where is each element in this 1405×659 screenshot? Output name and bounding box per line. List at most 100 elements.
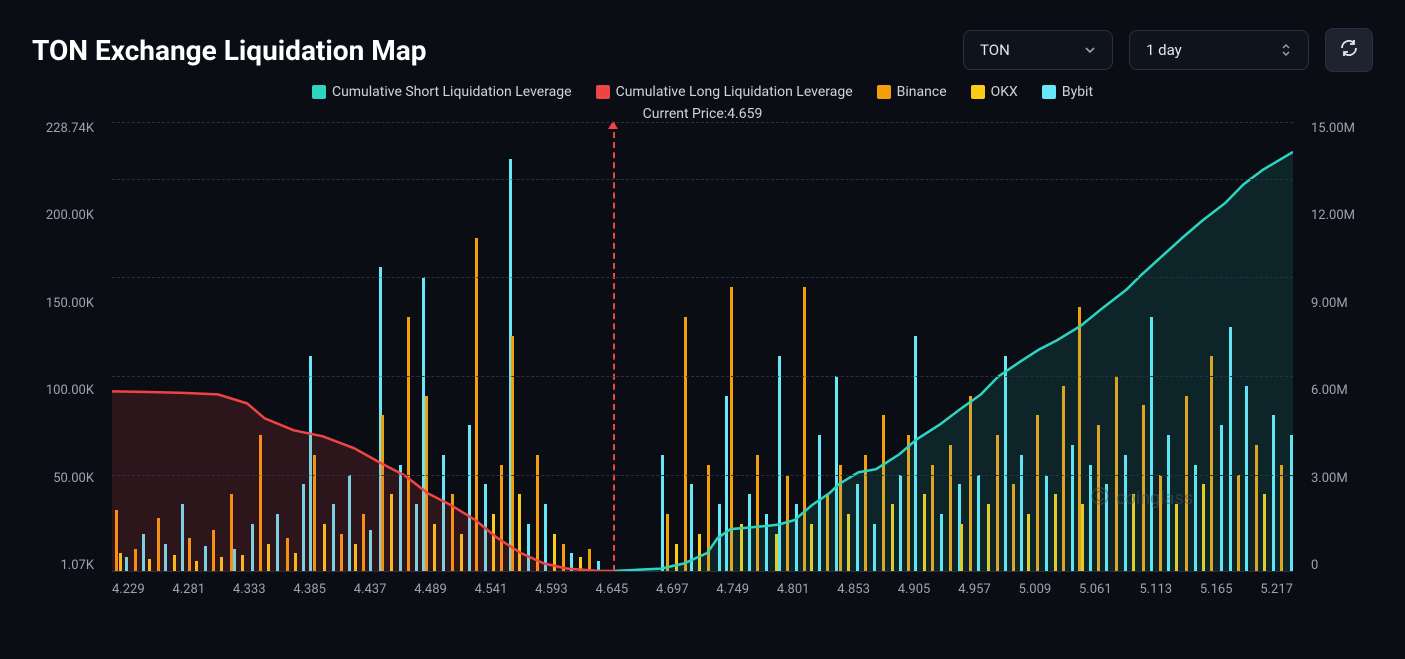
- y-right-tick: 15.00M: [1311, 122, 1373, 135]
- bar: [740, 524, 743, 571]
- bar: [1012, 484, 1015, 571]
- current-price-label: Current Price:4.659: [0, 106, 1405, 122]
- bar: [267, 544, 270, 571]
- bar: [1237, 475, 1240, 571]
- bar: [803, 287, 806, 571]
- bar: [119, 553, 122, 571]
- bar: [460, 534, 463, 571]
- legend: Cumulative Short Liquidation Leverage Cum…: [0, 80, 1405, 104]
- bar: [698, 534, 701, 571]
- bar: [1054, 494, 1057, 571]
- bar: [309, 356, 312, 571]
- x-axis: 4.2294.2814.3334.3854.4374.4894.5414.593…: [112, 576, 1293, 602]
- bar: [1027, 514, 1030, 571]
- bar: [891, 504, 894, 571]
- legend-swatch: [877, 85, 891, 99]
- watermark: coinglass: [1090, 486, 1193, 511]
- grid-line: [112, 277, 1293, 278]
- bar: [914, 336, 917, 571]
- bar: [233, 549, 236, 571]
- bar: [433, 524, 436, 571]
- bar: [810, 524, 813, 571]
- y-left-tick: 50.00K: [32, 472, 94, 485]
- bar: [1202, 484, 1205, 571]
- bar: [940, 514, 943, 571]
- bar: [666, 514, 669, 571]
- legend-item[interactable]: Cumulative Short Liquidation Leverage: [312, 84, 572, 100]
- bar: [518, 494, 521, 571]
- bar: [399, 465, 402, 571]
- range-select[interactable]: 1 day: [1129, 30, 1309, 70]
- legend-item[interactable]: Bybit: [1042, 84, 1093, 100]
- bar: [786, 475, 789, 571]
- bar: [907, 435, 910, 571]
- x-tick: 4.229: [112, 582, 145, 597]
- bar: [475, 238, 478, 571]
- legend-swatch: [596, 85, 610, 99]
- bar: [1071, 445, 1074, 571]
- y-right-tick: 6.00M: [1311, 384, 1373, 397]
- legend-swatch: [1042, 85, 1056, 99]
- x-tick: 5.217: [1260, 582, 1293, 597]
- y-left-tick: 1.07K: [32, 559, 94, 572]
- bar: [451, 494, 454, 571]
- coin-select[interactable]: TON: [963, 30, 1113, 70]
- bar: [484, 484, 487, 571]
- legend-item[interactable]: OKX: [971, 84, 1018, 100]
- bar: [1185, 396, 1188, 571]
- bar: [492, 514, 495, 571]
- bar: [856, 484, 859, 571]
- bar: [354, 544, 357, 571]
- bar: [765, 514, 768, 571]
- bar: [369, 530, 372, 571]
- bar: [748, 494, 751, 571]
- bar: [873, 524, 876, 571]
- refresh-button[interactable]: [1325, 28, 1373, 72]
- stepper-icon: [1280, 42, 1292, 58]
- header-controls: TON 1 day: [963, 28, 1373, 72]
- bar: [181, 504, 184, 571]
- bar: [839, 465, 842, 571]
- bar: [1124, 455, 1127, 571]
- bar: [588, 549, 591, 571]
- bar: [188, 538, 191, 571]
- x-tick: 4.541: [475, 582, 508, 597]
- grid-line: [112, 475, 1293, 476]
- bar: [1045, 475, 1048, 571]
- bar: [125, 557, 128, 571]
- bar: [562, 544, 565, 571]
- x-tick: 4.281: [172, 582, 205, 597]
- bar: [204, 546, 207, 571]
- bar: [730, 287, 733, 571]
- bar: [579, 557, 582, 571]
- plot-area[interactable]: coinglass: [112, 122, 1293, 572]
- x-tick: 5.165: [1200, 582, 1233, 597]
- logo-icon: [1090, 486, 1110, 511]
- bar: [1150, 317, 1153, 571]
- watermark-text: coinglass: [1116, 488, 1193, 509]
- bar: [725, 396, 728, 571]
- grid-line: [112, 179, 1293, 180]
- bar: [313, 455, 316, 571]
- legend-item[interactable]: Binance: [877, 84, 947, 100]
- price-marker-line: [613, 122, 615, 571]
- bar: [1255, 445, 1258, 571]
- y-left-tick: 200.00K: [32, 209, 94, 222]
- legend-label: Bybit: [1062, 84, 1093, 100]
- bar: [1004, 356, 1007, 571]
- bar: [148, 559, 151, 571]
- bar: [969, 396, 972, 571]
- bar: [390, 494, 393, 571]
- bar: [241, 555, 244, 571]
- bar: [527, 524, 530, 571]
- bar: [348, 475, 351, 571]
- bar: [899, 475, 902, 571]
- bar: [1194, 465, 1197, 571]
- bar: [251, 524, 254, 571]
- bar: [1175, 504, 1178, 571]
- bar: [1272, 415, 1275, 571]
- legend-label: Cumulative Long Liquidation Leverage: [616, 84, 853, 100]
- y-right-tick: 12.00M: [1311, 209, 1373, 222]
- legend-item[interactable]: Cumulative Long Liquidation Leverage: [596, 84, 853, 100]
- x-tick: 4.593: [535, 582, 568, 597]
